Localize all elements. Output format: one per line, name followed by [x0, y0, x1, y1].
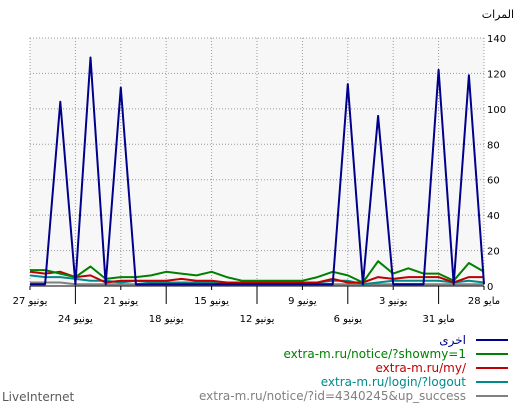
y-tick-label: 60 [487, 176, 500, 187]
legend-entry-label: extra-m.ru/notice/?showmy=1 [283, 347, 466, 361]
legend-entry-label: اخرى [439, 333, 466, 348]
x-tick-label: 31 مايو [422, 314, 454, 325]
y-tick-label: 40 [487, 211, 500, 222]
x-tick-label: 24 يونيو [58, 314, 93, 325]
y-axis-label: المرات [482, 8, 514, 21]
legend-entry-label: extra-m.ru/my/ [375, 361, 466, 375]
x-tick-label: 28 مايو [468, 296, 500, 307]
x-axis-ticks: 28 مايو 3 يونيو 9 يونيو 15 يونيو 21 يونيو 27 … [13, 286, 500, 325]
x-tick-label: 18 يونيو [149, 314, 184, 325]
x-tick-label: 12 يونيو [240, 314, 275, 325]
x-tick-label: 21 يونيو [103, 296, 138, 307]
y-tick-label: 0 [487, 282, 493, 293]
y-tick-label: 140 [487, 34, 506, 45]
brand-label: LiveInternet [2, 390, 74, 404]
series-line-1 [30, 56, 485, 286]
series-lines [29, 56, 485, 286]
x-tick-label: 3 يونيو [379, 296, 408, 307]
y-tick-label: 80 [487, 140, 500, 151]
x-tick-label: 6 يونيو [334, 314, 363, 325]
y-tick-label: 100 [487, 105, 506, 116]
y-tick-label: 20 [487, 247, 500, 258]
legend-entry-label: extra-m.ru/notice/?id=4340245&up_success [199, 389, 466, 403]
legend: اخرىextra-m.ru/notice/?showmy=1extra-m.r… [199, 333, 508, 403]
x-tick-label: 15 يونيو [194, 296, 229, 307]
y-tick-label: 120 [487, 69, 506, 80]
x-tick-label: 27 يونيو [13, 296, 48, 307]
x-tick-label: 9 يونيو [288, 296, 317, 307]
y-axis-ticks: 0 20 40 60 80 100 120 140 [487, 34, 506, 293]
legend-entry-label: extra-m.ru/login/?logout [321, 375, 467, 389]
